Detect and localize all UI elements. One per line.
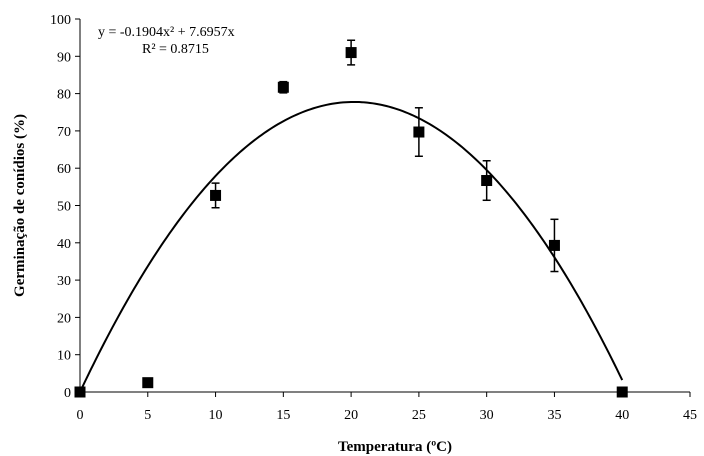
y-tick-label: 60 bbox=[57, 162, 71, 177]
trendline-equation: y = -0.1904x² + 7.6957x bbox=[98, 25, 235, 40]
x-axis-ticks: 0 5 10 15 20 25 30 35 40 45 bbox=[77, 392, 697, 423]
trendline-curve bbox=[79, 100, 624, 393]
y-tick-label: 80 bbox=[57, 88, 71, 103]
x-tick-label: 45 bbox=[683, 408, 697, 423]
y-tick-label: 30 bbox=[57, 274, 71, 289]
y-tick-label: 70 bbox=[57, 125, 71, 140]
data-point-marker bbox=[481, 175, 493, 187]
y-axis-ticks: 0 10 20 30 40 50 60 70 80 90 100 bbox=[50, 13, 80, 401]
data-point-marker bbox=[413, 126, 425, 138]
y-tick-label: 50 bbox=[57, 200, 71, 215]
x-tick-label: 15 bbox=[276, 408, 290, 423]
y-tick-label: 90 bbox=[57, 50, 71, 65]
y-tick-label: 10 bbox=[57, 349, 71, 364]
x-axis-title: Temperatura (ºC) bbox=[338, 439, 452, 455]
y-tick-label: 0 bbox=[64, 386, 71, 401]
y-tick-label: 100 bbox=[50, 13, 71, 28]
y-tick-label: 40 bbox=[57, 237, 71, 252]
y-axis-title: Germinação de conídios (%) bbox=[12, 114, 28, 297]
data-point-marker bbox=[616, 386, 628, 398]
axes bbox=[79, 19, 690, 393]
data-point-marker bbox=[142, 377, 154, 389]
x-tick-label: 35 bbox=[547, 408, 561, 423]
data-point-marker bbox=[548, 239, 560, 251]
x-tick-label: 5 bbox=[144, 408, 151, 423]
data-point-marker bbox=[210, 189, 222, 201]
error-bars bbox=[211, 39, 559, 273]
data-point-marker bbox=[277, 81, 289, 93]
trendline-r-squared: R² = 0.8715 bbox=[142, 42, 209, 57]
data-point-marker bbox=[74, 386, 86, 398]
x-tick-label: 25 bbox=[412, 408, 426, 423]
data-point-marker bbox=[345, 47, 357, 59]
y-tick-label: 20 bbox=[57, 311, 71, 326]
x-tick-label: 20 bbox=[344, 408, 358, 423]
data-points bbox=[74, 47, 628, 398]
x-tick-label: 30 bbox=[480, 408, 494, 423]
x-tick-label: 0 bbox=[77, 408, 84, 423]
x-tick-label: 10 bbox=[209, 408, 223, 423]
x-tick-label: 40 bbox=[615, 408, 629, 423]
